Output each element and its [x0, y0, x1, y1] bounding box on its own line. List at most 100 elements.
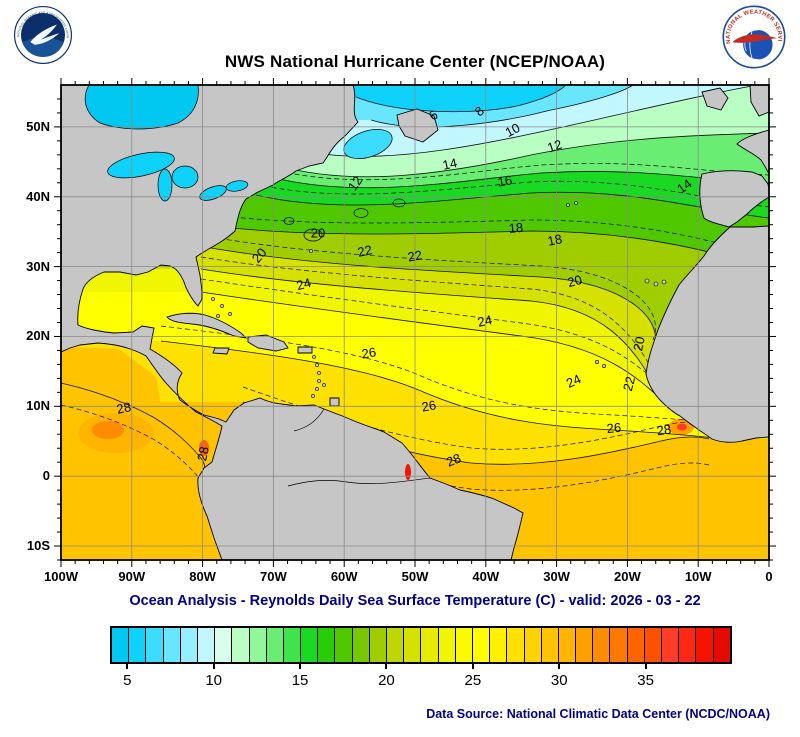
island — [594, 359, 599, 364]
colorbar-cell — [318, 628, 336, 662]
lat-label: 50N — [26, 118, 50, 134]
isotherm-line-dashed — [255, 180, 769, 208]
contour-label: 26 — [360, 344, 377, 361]
colorbar-tick-label: 25 — [464, 672, 482, 689]
contour-label: 24 — [564, 371, 583, 391]
contour-label: 12 — [545, 137, 563, 156]
lat-label: 30N — [26, 258, 50, 274]
contour-label: 12 — [345, 173, 366, 193]
colorbar-cell — [696, 628, 714, 662]
lon-label: 30W — [543, 569, 570, 584]
colorbar — [110, 626, 732, 664]
lon-label: 70W — [260, 569, 287, 584]
colorbar-cell — [679, 628, 697, 662]
isotherm-line — [200, 268, 658, 392]
colorbar-ticks: 5 10 15 20 25 30 35 — [110, 664, 732, 694]
contour-label: 10 — [503, 120, 523, 140]
isotherm-line-dashed — [200, 256, 658, 380]
eddy-contour — [353, 208, 369, 218]
island — [220, 304, 224, 308]
colorbar-cell — [627, 628, 645, 662]
landmass-cuba — [166, 312, 248, 339]
landmasses — [61, 85, 769, 560]
island — [228, 312, 232, 316]
island — [309, 249, 313, 253]
landmass-britain — [749, 85, 769, 117]
colorbar-tick-label: 10 — [205, 672, 222, 689]
colorbar-cell — [713, 628, 730, 662]
nws-bird-icon — [732, 34, 778, 43]
colorbar-cell — [215, 628, 233, 662]
island — [574, 201, 578, 205]
isotherm-line — [160, 340, 715, 439]
colorbar-cell — [524, 628, 542, 662]
colorbar-tick-label: 20 — [378, 672, 395, 689]
colorbar-cell — [180, 628, 198, 662]
lon-label: 20W — [614, 569, 641, 584]
contour-label: 18 — [546, 231, 563, 249]
amazon-river — [287, 477, 431, 487]
contour-label: 20 — [630, 335, 648, 352]
latitude-axis: 50N 40N 30N 20N 10N 0 10S — [0, 85, 56, 560]
contour-label: 26 — [420, 397, 437, 414]
warm-patch — [199, 440, 209, 456]
lon-label: 10W — [684, 569, 712, 584]
nws-logo-graphic: NATIONAL WEATHER SERVICE — [722, 5, 786, 69]
island — [312, 355, 316, 359]
map-frame — [60, 84, 770, 561]
lon-label: 80W — [189, 569, 216, 584]
isotherm-line-dashed — [270, 163, 769, 181]
warm-patch — [677, 423, 687, 431]
lat-label: 0 — [42, 468, 50, 484]
contour-label: 26 — [606, 420, 622, 436]
island — [317, 379, 321, 383]
island — [601, 363, 606, 368]
warm-spot — [405, 464, 411, 480]
isotherm-line-dashed — [232, 216, 769, 259]
colorbar-tick — [126, 664, 129, 669]
eddy-contours — [283, 198, 406, 242]
eddy-contour — [392, 198, 406, 208]
isotherm-line — [355, 85, 567, 113]
island — [311, 394, 315, 398]
colorbar-tick-label: 15 — [291, 672, 309, 689]
isotherm-line — [275, 132, 769, 178]
island — [315, 387, 319, 391]
lon-label: 60W — [330, 569, 358, 584]
colorbar-tick — [299, 664, 302, 669]
contour-label: 14 — [674, 176, 694, 197]
orinoco-river — [293, 408, 325, 432]
colorbar-cell — [610, 628, 628, 662]
contour-label: 24 — [476, 312, 493, 330]
lon-label: 0 — [765, 569, 773, 584]
contour-label: 22 — [406, 247, 423, 264]
colorbar-cell — [335, 628, 353, 662]
colorbar-cell — [232, 628, 250, 662]
map-caption: Ocean Analysis - Reynolds Daily Sea Surf… — [129, 593, 701, 609]
lat-label: 10N — [26, 398, 50, 414]
island — [216, 314, 220, 318]
warm-patch — [92, 421, 124, 439]
colorbar-cell — [369, 628, 387, 662]
colorbar-cell — [387, 628, 405, 662]
landmass-trinidad — [329, 397, 340, 407]
landmass-africa — [645, 225, 769, 443]
colorbar-cell — [146, 628, 164, 662]
landmass-iberia — [699, 170, 769, 228]
isotherm-line — [61, 382, 212, 486]
eddy-contour — [303, 228, 323, 242]
contour-label: 18 — [508, 220, 524, 236]
contour-label: 22 — [620, 375, 638, 393]
colorbar-tick — [644, 664, 647, 669]
sst-map: 6 8 10 12 12 14 14 16 18 18 20 20 20 20 22 22 22 24 24 24 26… — [54, 78, 776, 567]
colorbar-tick — [385, 664, 388, 669]
island — [322, 383, 326, 387]
island — [661, 279, 667, 285]
lat-label: 20N — [26, 328, 50, 344]
colorbar-tick — [558, 664, 561, 669]
lon-label: 50W — [401, 569, 429, 584]
colorbar-tick — [212, 664, 215, 669]
contour-label: 28 — [444, 450, 463, 469]
isotherm-line-dashed — [200, 278, 672, 397]
colorbar-cell — [249, 628, 267, 662]
